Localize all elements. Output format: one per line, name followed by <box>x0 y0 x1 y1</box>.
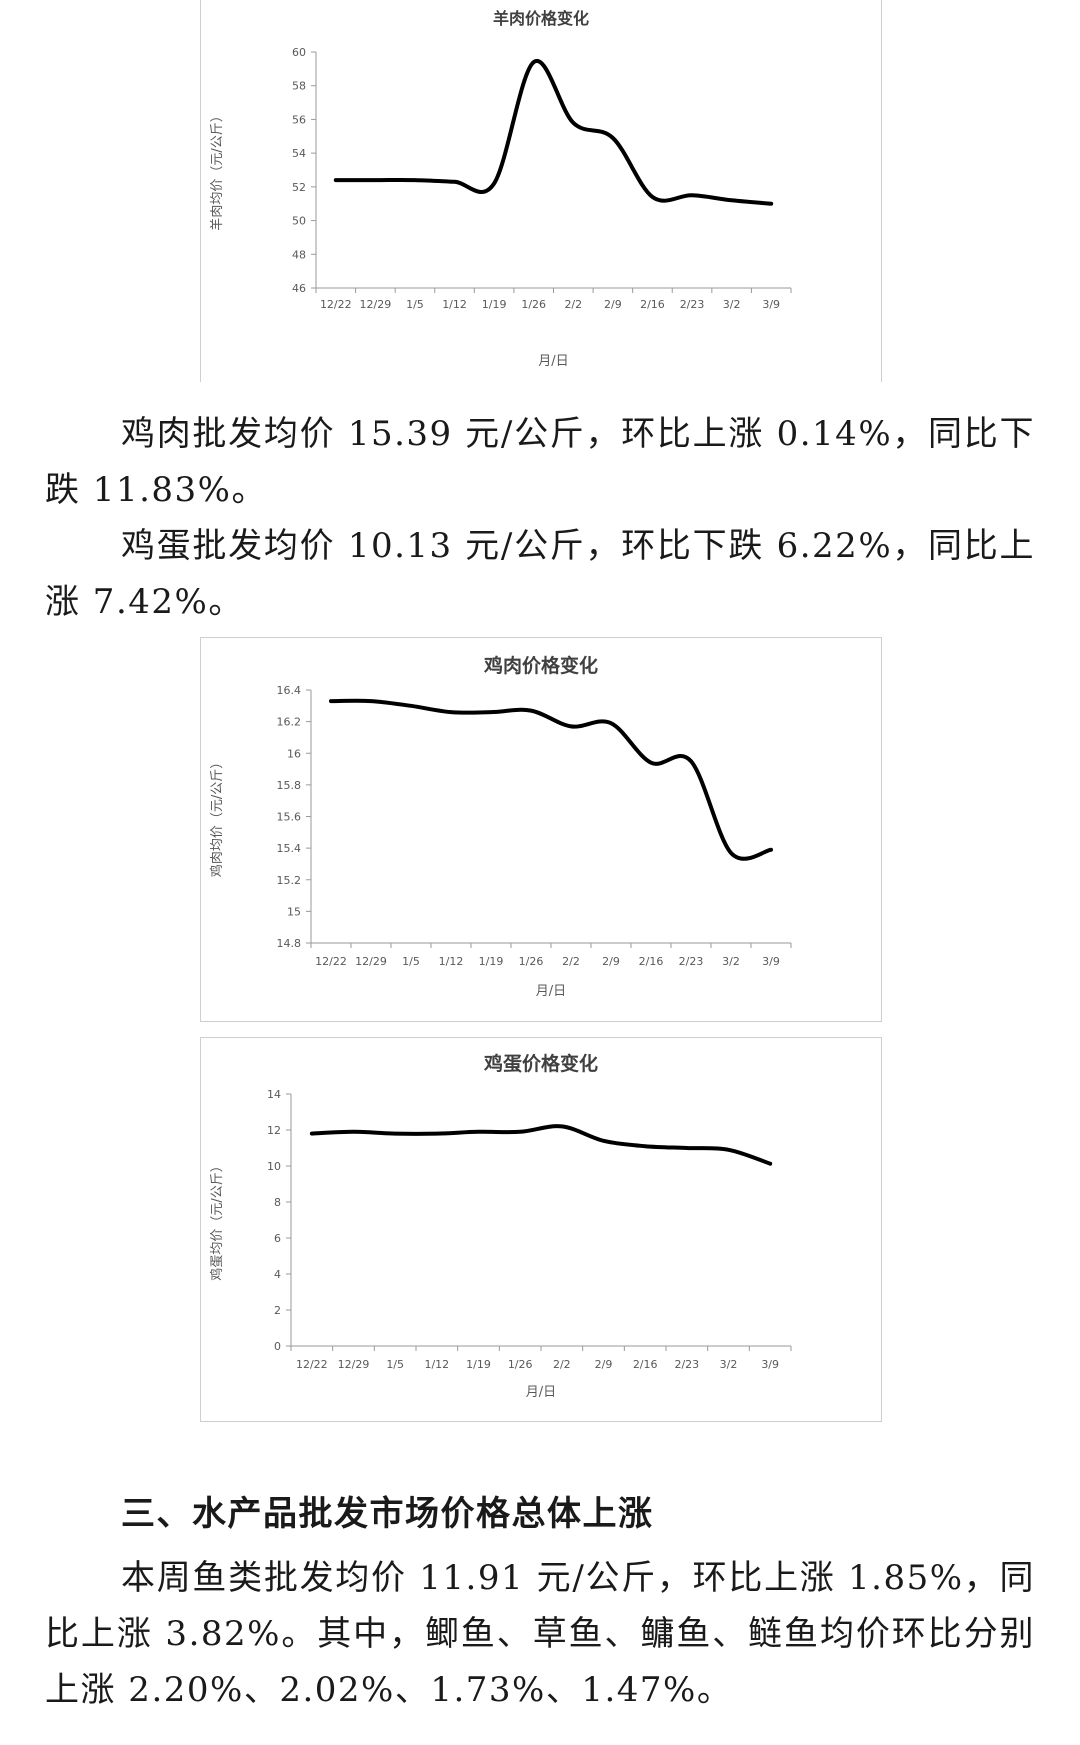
y-tick-label: 56 <box>292 113 306 126</box>
y-tick-label: 50 <box>292 215 306 228</box>
y-tick-label: 16 <box>287 747 301 760</box>
y-axis-label: 羊肉均价（元/公斤） <box>209 109 225 230</box>
y-tick-label: 48 <box>292 248 306 261</box>
y-tick-label: 60 <box>292 46 306 59</box>
egg-chart-svg: 鸡蛋价格变化 0 2 4 6 8 10 12 14 12/22 12/29 1/5 1/12 1/19 1/… <box>209 1052 792 1400</box>
x-tick-label: 3/2 <box>723 298 741 311</box>
x-tick-label: 1/19 <box>482 298 507 311</box>
series-line <box>333 59 774 206</box>
x-tick-label: 2/2 <box>562 955 580 968</box>
y-tick-label: 12 <box>267 1124 281 1137</box>
chart-title: 鸡蛋价格变化 <box>483 1052 598 1075</box>
x-axis-label: 月/日 <box>526 1385 556 1400</box>
x-tick-label: 12/22 <box>296 1358 328 1371</box>
section-heading: 三、水产品批发市场价格总体上涨 <box>121 1494 654 1534</box>
x-tick-label: 1/5 <box>406 298 424 311</box>
y-tick-label: 15.2 <box>277 874 302 887</box>
y-tick-label: 15.4 <box>277 842 302 855</box>
x-tick-label: 1/5 <box>402 955 420 968</box>
x-tick-label: 12/22 <box>315 955 347 968</box>
y-tick-label: 4 <box>274 1268 281 1281</box>
mutton-price-chart: 羊肉价格变化 46 48 50 52 54 56 58 60 12/22 12/29 1/5 1/12 1… <box>200 0 882 382</box>
y-tick-label: 46 <box>292 282 306 295</box>
x-tick-label: 2/2 <box>553 1358 571 1371</box>
y-tick-label: 14.8 <box>277 937 302 950</box>
y-tick-label: 6 <box>274 1232 281 1245</box>
y-axis-label: 鸡肉均价（元/公斤） <box>209 756 225 877</box>
series-line <box>329 698 773 861</box>
y-tick-label: 15.8 <box>277 779 302 792</box>
x-tick-label: 2/9 <box>595 1358 613 1371</box>
chart-title: 羊肉价格变化 <box>493 9 589 28</box>
y-tick-label: 16.2 <box>277 716 302 729</box>
x-tick-label: 2/2 <box>564 298 582 311</box>
x-tick-label: 12/22 <box>320 298 352 311</box>
x-tick-label: 1/19 <box>479 955 504 968</box>
y-tick-label: 52 <box>292 181 306 194</box>
y-tick-label: 0 <box>274 1340 281 1353</box>
x-axis-label: 月/日 <box>536 984 566 999</box>
x-tick-label: 2/16 <box>640 298 665 311</box>
y-tick-label: 15.6 <box>277 811 302 824</box>
x-tick-label: 1/26 <box>519 955 544 968</box>
y-tick-label: 14 <box>267 1088 281 1101</box>
y-tick-label: 2 <box>274 1304 281 1317</box>
x-tick-label: 3/9 <box>762 955 780 968</box>
x-tick-label: 12/29 <box>360 298 392 311</box>
x-tick-label: 3/2 <box>720 1358 738 1371</box>
x-tick-label: 1/12 <box>442 298 467 311</box>
x-tick-label: 1/5 <box>386 1358 404 1371</box>
y-tick-label: 10 <box>267 1160 281 1173</box>
x-tick-label: 1/26 <box>521 298 546 311</box>
x-tick-label: 2/23 <box>680 298 705 311</box>
x-tick-label: 1/19 <box>466 1358 491 1371</box>
x-tick-label: 1/26 <box>508 1358 533 1371</box>
egg-price-chart: 鸡蛋价格变化 0 2 4 6 8 10 12 14 12/22 12/29 1/5 1/12 1/19 1/… <box>200 1037 882 1422</box>
chicken-price-chart: 鸡肉价格变化 14.8 15 15.2 15.4 15.6 15.8 16 16.2 16.4 12… <box>200 637 882 1022</box>
x-tick-label: 2/23 <box>674 1358 699 1371</box>
x-tick-label: 3/2 <box>722 955 740 968</box>
fish-price-paragraph: 本周鱼类批发均价 11.91 元/公斤，环比上涨 1.85%，同比上涨 3.82… <box>45 1558 1035 1710</box>
x-tick-label: 2/9 <box>604 298 622 311</box>
chicken-price-paragraph: 鸡肉批发均价 15.39 元/公斤，环比上涨 0.14%，同比下跌 11.83%… <box>45 414 1035 510</box>
x-tick-label: 12/29 <box>338 1358 370 1371</box>
y-tick-label: 8 <box>274 1196 281 1209</box>
x-tick-label: 1/12 <box>424 1358 449 1371</box>
y-tick-label: 58 <box>292 80 306 93</box>
x-tick-label: 3/9 <box>762 298 780 311</box>
y-tick-label: 16.4 <box>277 684 302 697</box>
series-line <box>309 1124 773 1166</box>
x-axis-label: 月/日 <box>538 354 568 369</box>
y-tick-label: 54 <box>292 147 306 160</box>
x-tick-label: 1/12 <box>439 955 464 968</box>
chart-title: 鸡肉价格变化 <box>483 654 598 677</box>
mutton-chart-svg: 羊肉价格变化 46 48 50 52 54 56 58 60 12/22 12/29 1/5 1/12 1… <box>209 9 792 369</box>
y-axis-label: 鸡蛋均价（元/公斤） <box>209 1159 225 1280</box>
x-tick-label: 2/23 <box>679 955 704 968</box>
x-tick-label: 2/16 <box>639 955 664 968</box>
egg-price-paragraph: 鸡蛋批发均价 10.13 元/公斤，环比下跌 6.22%，同比上涨 7.42%。 <box>45 526 1035 622</box>
chicken-chart-svg: 鸡肉价格变化 14.8 15 15.2 15.4 15.6 15.8 16 16.2 16.4 12… <box>209 654 792 999</box>
x-tick-label: 2/9 <box>602 955 620 968</box>
x-tick-label: 12/29 <box>355 955 387 968</box>
x-tick-label: 3/9 <box>761 1358 779 1371</box>
y-tick-label: 15 <box>287 905 301 918</box>
x-tick-label: 2/16 <box>633 1358 658 1371</box>
